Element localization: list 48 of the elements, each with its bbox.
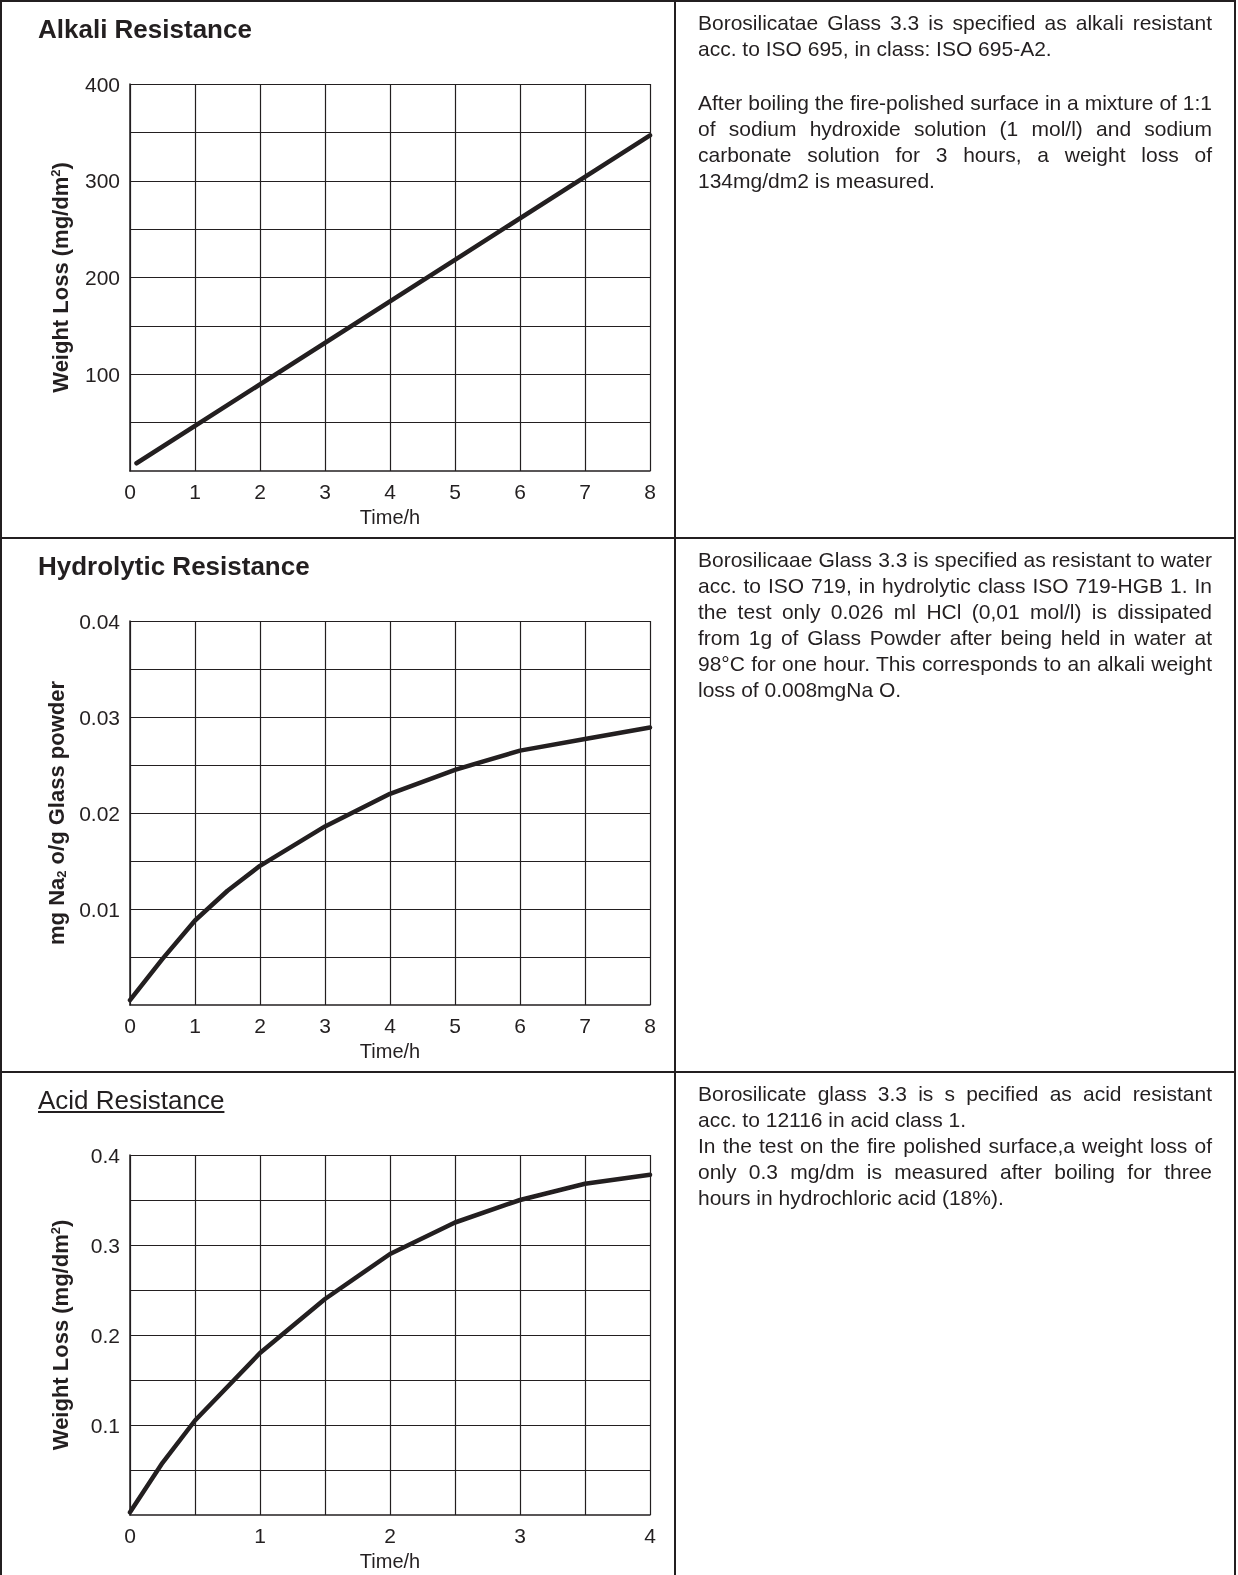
x-tick-label: 1 <box>254 1524 266 1547</box>
x-tick-label: 0 <box>124 1014 136 1037</box>
x-tick-label: 2 <box>384 1524 396 1547</box>
y-tick-label: 0.04 <box>79 609 121 633</box>
y-tick-label: 0.01 <box>79 897 120 921</box>
y-tick-label: 0.02 <box>79 801 120 825</box>
chart-title: Hydrolytic Resistance <box>38 551 310 582</box>
y-tick-label: 100 <box>84 362 120 386</box>
x-axis-title: Time/h <box>359 1039 421 1062</box>
x-tick-label: 8 <box>644 480 656 503</box>
x-axis-title: Time/h <box>359 1549 421 1572</box>
chart-title: Alkali Resistance <box>38 14 252 45</box>
text: Borosilicate glass 3.3 is s pecified as acid resistant acc. to 12116 in acid class 1. <box>698 1081 1212 1133</box>
x-tick-label: 3 <box>514 1524 526 1547</box>
x-tick-label: 8 <box>644 1014 656 1037</box>
y-axis-title: Weight Loss (mg/dm2) <box>48 162 73 393</box>
x-tick-label: 5 <box>449 480 461 503</box>
y-tick-label: 300 <box>84 169 120 193</box>
x-tick-label: 1 <box>189 480 201 503</box>
x-tick-label: 1 <box>189 1014 201 1037</box>
y-axis-title: Weight Loss (mg/dm2) <box>48 1219 73 1451</box>
x-tick-label: 6 <box>514 480 526 503</box>
text: Borosilicatae Glass 3.3 is specified as alkali resistant acc. to ISO 695, in class: ISO 695-A2. <box>698 10 1212 62</box>
x-tick-label: 0 <box>124 480 136 503</box>
y-tick-label: 0.03 <box>79 705 120 729</box>
text: Borosilicaae Glass 3.3 is specified as resistant to water acc. to ISO 719, in hydrolytic class ISO 719-HGB 1. In the test only 0.026 ml HCl (0,01 mol/l) is dissipated from 1g of Glass Powder after being held in water at 98°C for one hour. This corresponds to an alkali weight loss of 0.008mgNa O. <box>698 547 1212 703</box>
x-tick-label: 6 <box>514 1014 526 1037</box>
x-tick-label: 4 <box>384 1014 397 1037</box>
x-tick-label: 3 <box>319 480 331 503</box>
x-tick-label: 2 <box>254 1014 266 1037</box>
x-tick-label: 4 <box>644 1524 657 1547</box>
x-tick-label: 7 <box>579 1014 591 1037</box>
text: In the test on the fire polished surface,a weight loss of only 0.3 mg/dm is measured after boiling for three hours in hydrochloric acid (18%). <box>698 1133 1212 1211</box>
y-tick-label: 200 <box>84 266 120 289</box>
x-tick-label: 4 <box>384 480 397 503</box>
y-tick-label: 0.3 <box>90 1233 120 1257</box>
y-tick-label: 0.4 <box>90 1143 121 1167</box>
x-axis-title: Time/h <box>359 505 421 528</box>
chart-title: Acid Resistance <box>38 1085 225 1116</box>
y-tick-label: 0.2 <box>90 1323 120 1347</box>
y-tick-label: 400 <box>84 72 120 96</box>
x-tick-label: 5 <box>449 1014 461 1037</box>
text: After boiling the fire-polished surface in a mixture of 1:1 of sodium hydroxide solution (1 mol/l) and sodium carbonate solution for 3 hours, a weight loss of 134mg/dm2 is measured. <box>698 90 1212 194</box>
x-tick-label: 3 <box>319 1014 331 1037</box>
x-tick-label: 2 <box>254 480 266 503</box>
y-tick-label: 0.1 <box>90 1413 120 1437</box>
x-tick-label: 0 <box>124 1524 136 1547</box>
x-tick-label: 7 <box>579 480 591 503</box>
